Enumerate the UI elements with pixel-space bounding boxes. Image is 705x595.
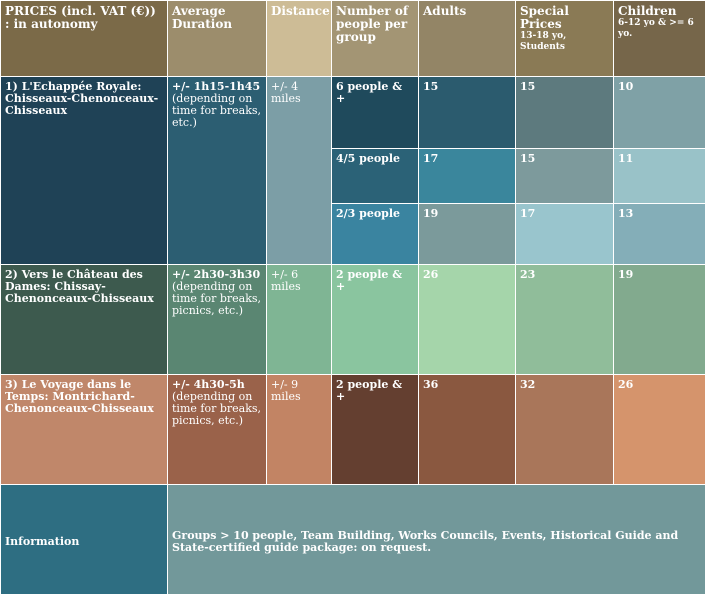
header-special: Special Prices 13-18 yo, Students: [516, 1, 614, 77]
route-name: 1) L'Echappée Royale: Chisseaux-Chenonce…: [1, 77, 168, 265]
info-row: Information Groups > 10 people, Team Bui…: [1, 485, 705, 595]
price-special: 15: [516, 77, 614, 149]
header-children: Children 6-12 yo & >= 6 yo.: [614, 1, 705, 77]
table-row: 2) Vers le Château des Dames: Chissay-Ch…: [1, 265, 705, 375]
header-special-sub: 13-18 yo, Students: [520, 31, 609, 53]
route-duration-note: (depending on time for breaks, etc.): [172, 93, 262, 129]
price-children: 11: [614, 149, 705, 204]
price-special: 17: [516, 204, 614, 265]
header-prices: PRICES (incl. VAT (€)) : in autonomy: [1, 1, 168, 77]
header-special-label: Special Prices: [520, 4, 569, 31]
price-children: 19: [614, 265, 705, 375]
price-special: 23: [516, 265, 614, 375]
price-special: 15: [516, 149, 614, 204]
price-adults: 17: [419, 149, 516, 204]
group-size: 2 people & +: [332, 375, 419, 485]
route-duration: +/- 2h30-3h30 (depending on time for bre…: [168, 265, 267, 375]
price-children: 10: [614, 77, 705, 149]
route-distance: +/- 6 miles: [267, 265, 332, 375]
info-text: Groups > 10 people, Team Building, Works…: [168, 485, 705, 595]
route-distance: +/- 4 miles: [267, 77, 332, 265]
header-distance: Distance: [267, 1, 332, 77]
header-adults: Adults: [419, 1, 516, 77]
price-adults: 36: [419, 375, 516, 485]
price-adults: 19: [419, 204, 516, 265]
group-size: 4/5 people: [332, 149, 419, 204]
price-children: 26: [614, 375, 705, 485]
table-row: 3) Le Voyage dans le Temps: Montrichard-…: [1, 375, 705, 485]
route-duration-note: (depending on time for breaks, picnics, …: [172, 391, 262, 427]
route-duration-note: (depending on time for breaks, picnics, …: [172, 281, 262, 317]
route-name: 2) Vers le Château des Dames: Chissay-Ch…: [1, 265, 168, 375]
price-children: 13: [614, 204, 705, 265]
group-size: 6 people & +: [332, 77, 419, 149]
route-distance: +/- 9 miles: [267, 375, 332, 485]
group-size: 2 people & +: [332, 265, 419, 375]
price-adults: 26: [419, 265, 516, 375]
table-row: 1) L'Echappée Royale: Chisseaux-Chenonce…: [1, 77, 705, 149]
header-people: Number of people per group: [332, 1, 419, 77]
header-children-sub: 6-12 yo & >= 6 yo.: [618, 18, 701, 40]
info-label: Information: [1, 485, 168, 595]
route-duration: +/- 1h15-1h45 (depending on time for bre…: [168, 77, 267, 265]
route-duration: +/- 4h30-5h (depending on time for break…: [168, 375, 267, 485]
header-row: PRICES (incl. VAT (€)) : in autonomy Ave…: [1, 1, 705, 77]
header-children-label: Children: [618, 4, 676, 18]
price-adults: 15: [419, 77, 516, 149]
price-special: 32: [516, 375, 614, 485]
route-name: 3) Le Voyage dans le Temps: Montrichard-…: [1, 375, 168, 485]
group-size: 2/3 people: [332, 204, 419, 265]
header-duration: Average Duration: [168, 1, 267, 77]
